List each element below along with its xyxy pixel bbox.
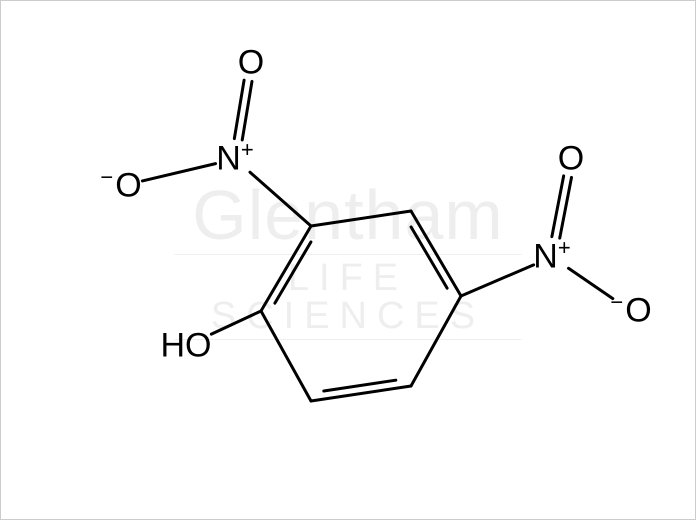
atom-O2b: −O: [610, 292, 651, 331]
atom-O1a: O: [238, 44, 264, 83]
atom-O2a: O: [558, 140, 584, 179]
atom-N2: N+: [533, 238, 570, 277]
molecule-structure: [1, 1, 696, 521]
atom-O1b: −O: [100, 167, 141, 206]
atom-OH: HO: [161, 327, 212, 366]
atom-N1: N+: [216, 140, 253, 179]
